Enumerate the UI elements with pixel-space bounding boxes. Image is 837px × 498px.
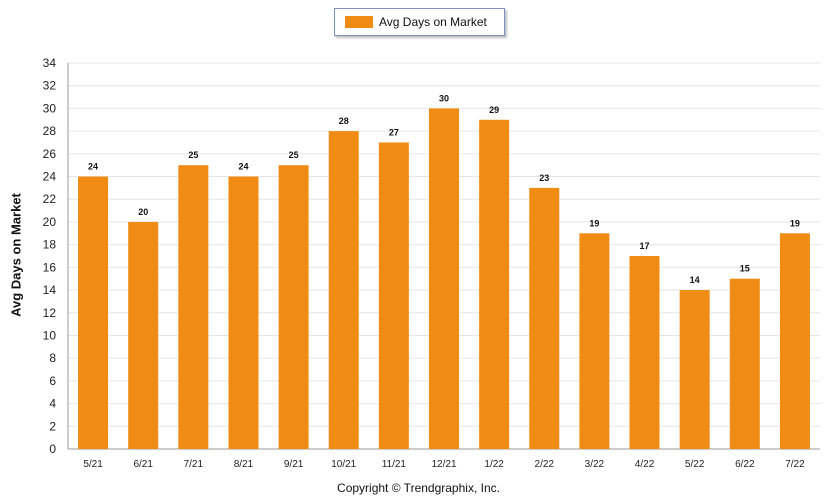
bar: [629, 256, 660, 449]
bar: [178, 165, 209, 450]
x-tick-label: 6/22: [735, 459, 755, 470]
x-tick-label: 6/21: [133, 459, 153, 470]
y-tick-label: 32: [43, 79, 57, 93]
bar: [579, 233, 610, 449]
data-label: 25: [289, 150, 299, 160]
data-label: 17: [640, 241, 650, 251]
y-tick-label: 12: [43, 306, 57, 320]
y-tick-label: 14: [43, 283, 57, 297]
data-label: 19: [790, 218, 800, 228]
copyright-notice: Copyright © Trendgraphix, Inc.: [337, 481, 500, 495]
bar: [228, 176, 259, 449]
data-label: 15: [740, 264, 750, 274]
y-tick-label: 28: [43, 124, 57, 138]
data-label: 23: [539, 173, 549, 183]
data-label: 20: [138, 207, 148, 217]
bar: [328, 131, 359, 449]
x-tick-label: 3/22: [585, 459, 605, 470]
bar: [278, 165, 309, 450]
y-tick-label: 20: [43, 215, 57, 229]
data-label: 28: [339, 116, 349, 126]
y-tick-label: 10: [43, 328, 57, 342]
legend-label: Avg Days on Market: [379, 15, 487, 29]
y-tick-label: 16: [43, 260, 57, 274]
y-tick-label: 2: [49, 419, 56, 433]
y-tick-label: 8: [49, 351, 56, 365]
y-tick-label: 18: [43, 238, 57, 252]
data-label: 24: [238, 162, 248, 172]
data-label: 14: [690, 275, 700, 285]
y-tick-label: 22: [43, 192, 57, 206]
y-axis-label: Avg Days on Market: [8, 193, 24, 317]
x-tick-label: 1/22: [484, 459, 504, 470]
data-label: 24: [88, 162, 98, 172]
bar: [729, 278, 760, 449]
bar: [378, 142, 409, 449]
x-tick-label: 8/21: [234, 459, 254, 470]
x-tick-label: 2/22: [535, 459, 555, 470]
y-tick-label: 6: [49, 374, 56, 388]
legend-swatch: [345, 16, 373, 28]
y-tick-label: 4: [49, 397, 56, 411]
bar: [529, 187, 560, 449]
y-tick-label: 24: [43, 170, 57, 184]
x-tick-label: 5/22: [685, 459, 705, 470]
x-tick-label: 11/21: [382, 459, 407, 470]
data-label: 25: [188, 150, 198, 160]
bar: [679, 290, 710, 449]
bar: [128, 221, 159, 449]
x-tick-label: 7/21: [184, 459, 204, 470]
chart-legend: Avg Days on Market: [334, 8, 505, 36]
bar: [779, 233, 810, 449]
bar: [78, 176, 109, 449]
y-tick-label: 0: [49, 442, 56, 456]
x-tick-label: 9/21: [284, 459, 304, 470]
y-tick-label: 30: [43, 101, 57, 115]
bar: [479, 119, 510, 449]
x-tick-label: 5/21: [83, 459, 103, 470]
bar: [429, 108, 459, 449]
x-tick-label: 7/22: [785, 459, 805, 470]
data-label: 27: [389, 127, 399, 137]
x-tick-label: 12/21: [431, 459, 456, 470]
y-tick-label: 26: [43, 147, 57, 161]
data-label: 19: [589, 218, 599, 228]
data-label: 29: [489, 105, 499, 115]
y-tick-label: 34: [43, 56, 57, 70]
x-tick-label: 10/21: [331, 459, 356, 470]
data-label: 30: [439, 93, 449, 103]
x-tick-label: 4/22: [635, 459, 655, 470]
